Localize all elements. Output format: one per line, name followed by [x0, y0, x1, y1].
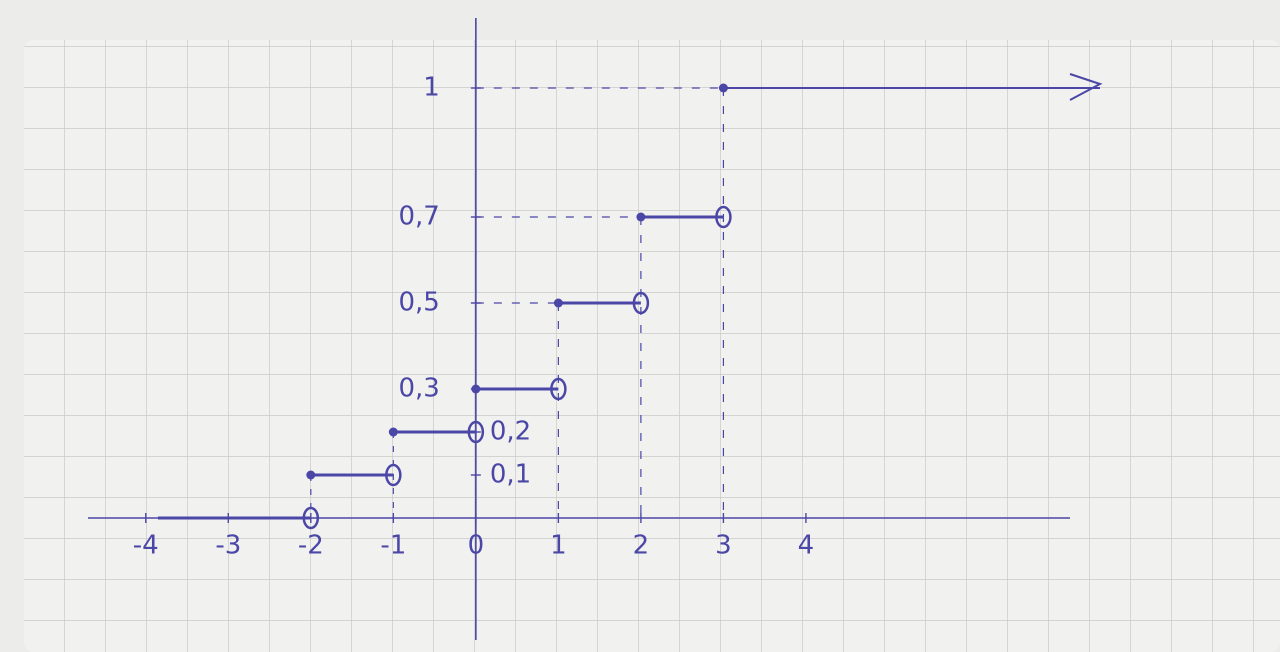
x-tick-label: 3 [715, 531, 732, 561]
x-tick-label: -2 [298, 531, 324, 561]
y-tick-label: 0,7 [398, 202, 439, 232]
x-tick-label: -4 [133, 531, 159, 561]
closed-point [471, 384, 481, 394]
x-tick-label: 1 [550, 531, 567, 561]
y-tick-label: 0,3 [398, 374, 439, 404]
y-tick-label: 0,5 [398, 288, 439, 318]
x-tick-label: 0 [468, 531, 485, 561]
x-tick-label: -3 [215, 531, 241, 561]
y-tick-label: 0,2 [490, 417, 531, 447]
closed-point [388, 427, 398, 437]
y-tick-label: 0,1 [490, 460, 531, 490]
closed-point [553, 298, 563, 308]
open-point [715, 205, 732, 229]
closed-point [718, 83, 728, 93]
y-tick-label: 1 [423, 73, 440, 103]
plot: -4 -3 -2 -1 0 1 2 3 4 0,1 0,2 0,3 0,5 0,7 1 [88, 18, 1103, 640]
paper-grid [24, 40, 1280, 652]
x-tick-label: -1 [380, 531, 406, 561]
arrow-head [1069, 73, 1103, 101]
closed-point [636, 212, 646, 222]
open-point [302, 506, 320, 530]
x-tick-label: 4 [798, 531, 815, 561]
x-tick-label: 2 [633, 531, 650, 561]
closed-point [306, 470, 316, 480]
